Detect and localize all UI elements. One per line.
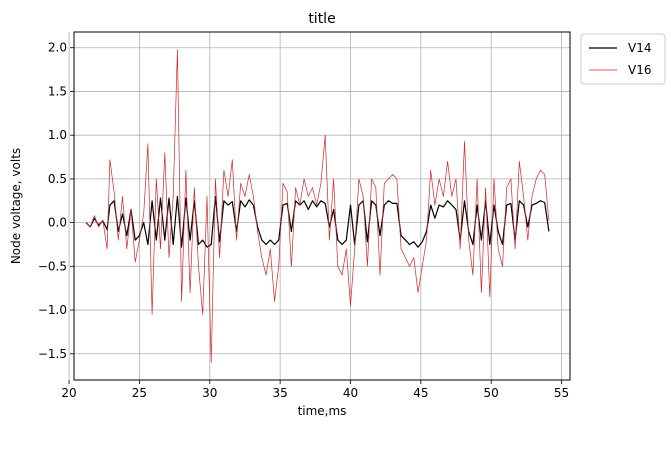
y-axis-ticks: −1.5 −1.0 −0.5 0.0 0.5 1.0 1.5 2.0 [38, 41, 74, 361]
y-tick-label: −0.5 [38, 259, 67, 273]
legend-box [580, 33, 666, 85]
y-tick-label: 1.0 [48, 128, 67, 142]
y-tick-label: 1.5 [48, 84, 67, 98]
x-tick-label: 35 [272, 386, 287, 400]
y-tick-label: 0.0 [48, 216, 67, 230]
x-axis-ticks: 20 25 30 35 40 45 50 55 [61, 380, 569, 400]
chart-title: title [308, 11, 335, 27]
y-tick-label: −1.5 [38, 347, 67, 361]
series-layer [85, 49, 550, 363]
y-tick-label: 0.5 [48, 172, 67, 186]
x-tick-label: 45 [413, 386, 428, 400]
series-line-v16 [85, 49, 550, 363]
legend: V14 V16 [580, 33, 666, 85]
y-tick-label: −1.0 [38, 303, 67, 317]
legend-label-v16: V16 [628, 63, 651, 77]
x-tick-label: 50 [484, 386, 499, 400]
x-tick-label: 55 [554, 386, 569, 400]
x-tick-label: 20 [61, 386, 76, 400]
x-tick-label: 25 [132, 386, 147, 400]
y-axis-label: Node voltage, volts [9, 148, 23, 264]
x-tick-label: 30 [202, 386, 217, 400]
x-tick-label: 40 [343, 386, 358, 400]
x-axis-label: time,ms [298, 404, 347, 418]
plot-frame [73, 31, 571, 381]
legend-label-v14: V14 [628, 41, 651, 55]
y-tick-label: 2.0 [48, 41, 67, 55]
